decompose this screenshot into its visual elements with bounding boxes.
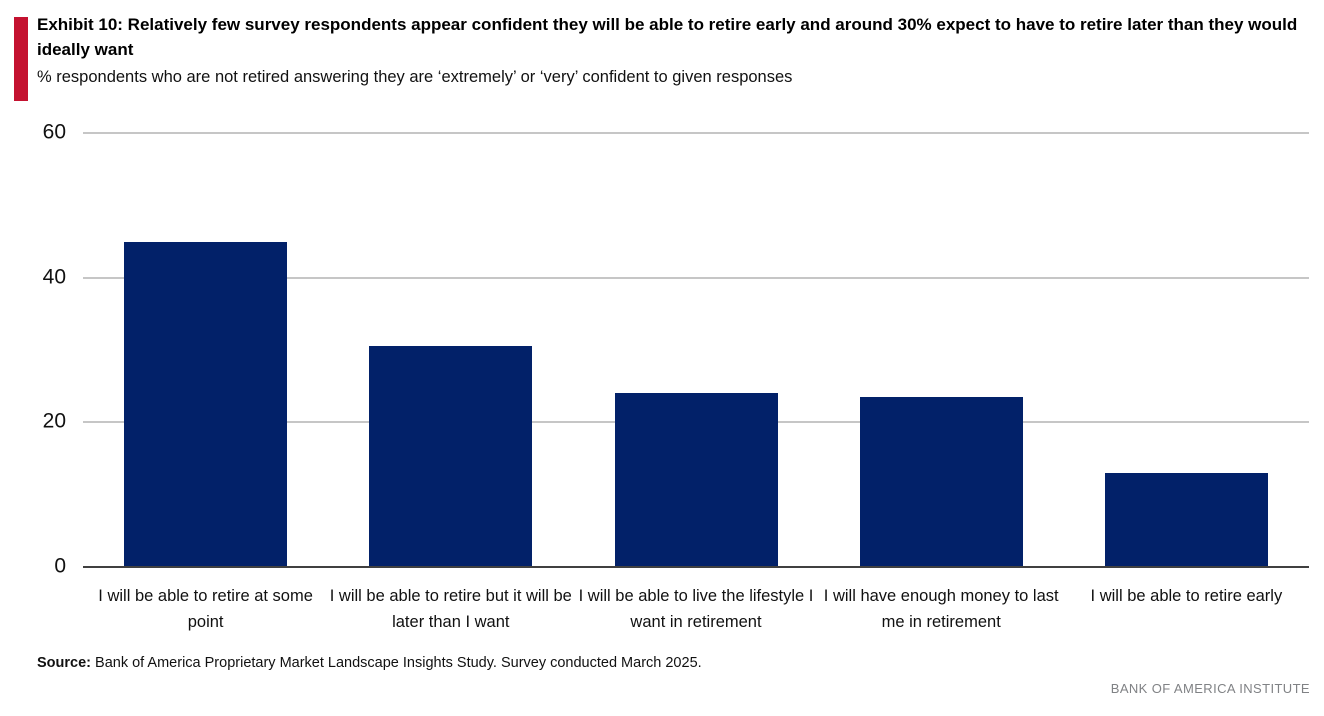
red-accent-bar bbox=[14, 17, 28, 101]
gridline-40 bbox=[83, 276, 1309, 279]
bar bbox=[859, 397, 1023, 567]
gridline-60 bbox=[83, 132, 1309, 134]
x-axis-labels: I will be able to retire at some point I … bbox=[83, 583, 1309, 653]
x-category-label: I will be able to retire early bbox=[1090, 587, 1283, 605]
source-note: Source: Bank of America Proprietary Mark… bbox=[37, 655, 702, 671]
x-category-label: I will be able to retire at some point bbox=[98, 587, 313, 631]
bar bbox=[1104, 472, 1268, 567]
y-tick-label: 40 bbox=[42, 265, 66, 289]
exhibit-title: Exhibit 10: Relatively few survey respon… bbox=[37, 15, 1298, 59]
bar bbox=[614, 393, 778, 567]
exhibit-subtitle: % respondents who are not retired answer… bbox=[37, 68, 793, 86]
x-category-label: I will be able to retire but it will be … bbox=[329, 587, 572, 631]
source-text: Bank of America Proprietary Market Lands… bbox=[91, 655, 702, 671]
x-axis-line bbox=[83, 566, 1309, 568]
bar bbox=[124, 241, 288, 567]
bar bbox=[369, 346, 533, 567]
header: Exhibit 10: Relatively few survey respon… bbox=[37, 12, 1311, 88]
x-category-label: I will have enough money to last me in r… bbox=[823, 587, 1059, 631]
y-tick-label: 0 bbox=[54, 554, 66, 578]
institute-footer: BANK OF AMERICA INSTITUTE bbox=[1110, 681, 1310, 696]
y-tick-label: 60 bbox=[42, 120, 66, 144]
plot-area bbox=[83, 132, 1309, 568]
source-label: Source: bbox=[37, 655, 91, 671]
y-tick-label: 20 bbox=[42, 409, 66, 433]
x-category-label: I will be able to live the lifestyle I w… bbox=[578, 587, 814, 631]
